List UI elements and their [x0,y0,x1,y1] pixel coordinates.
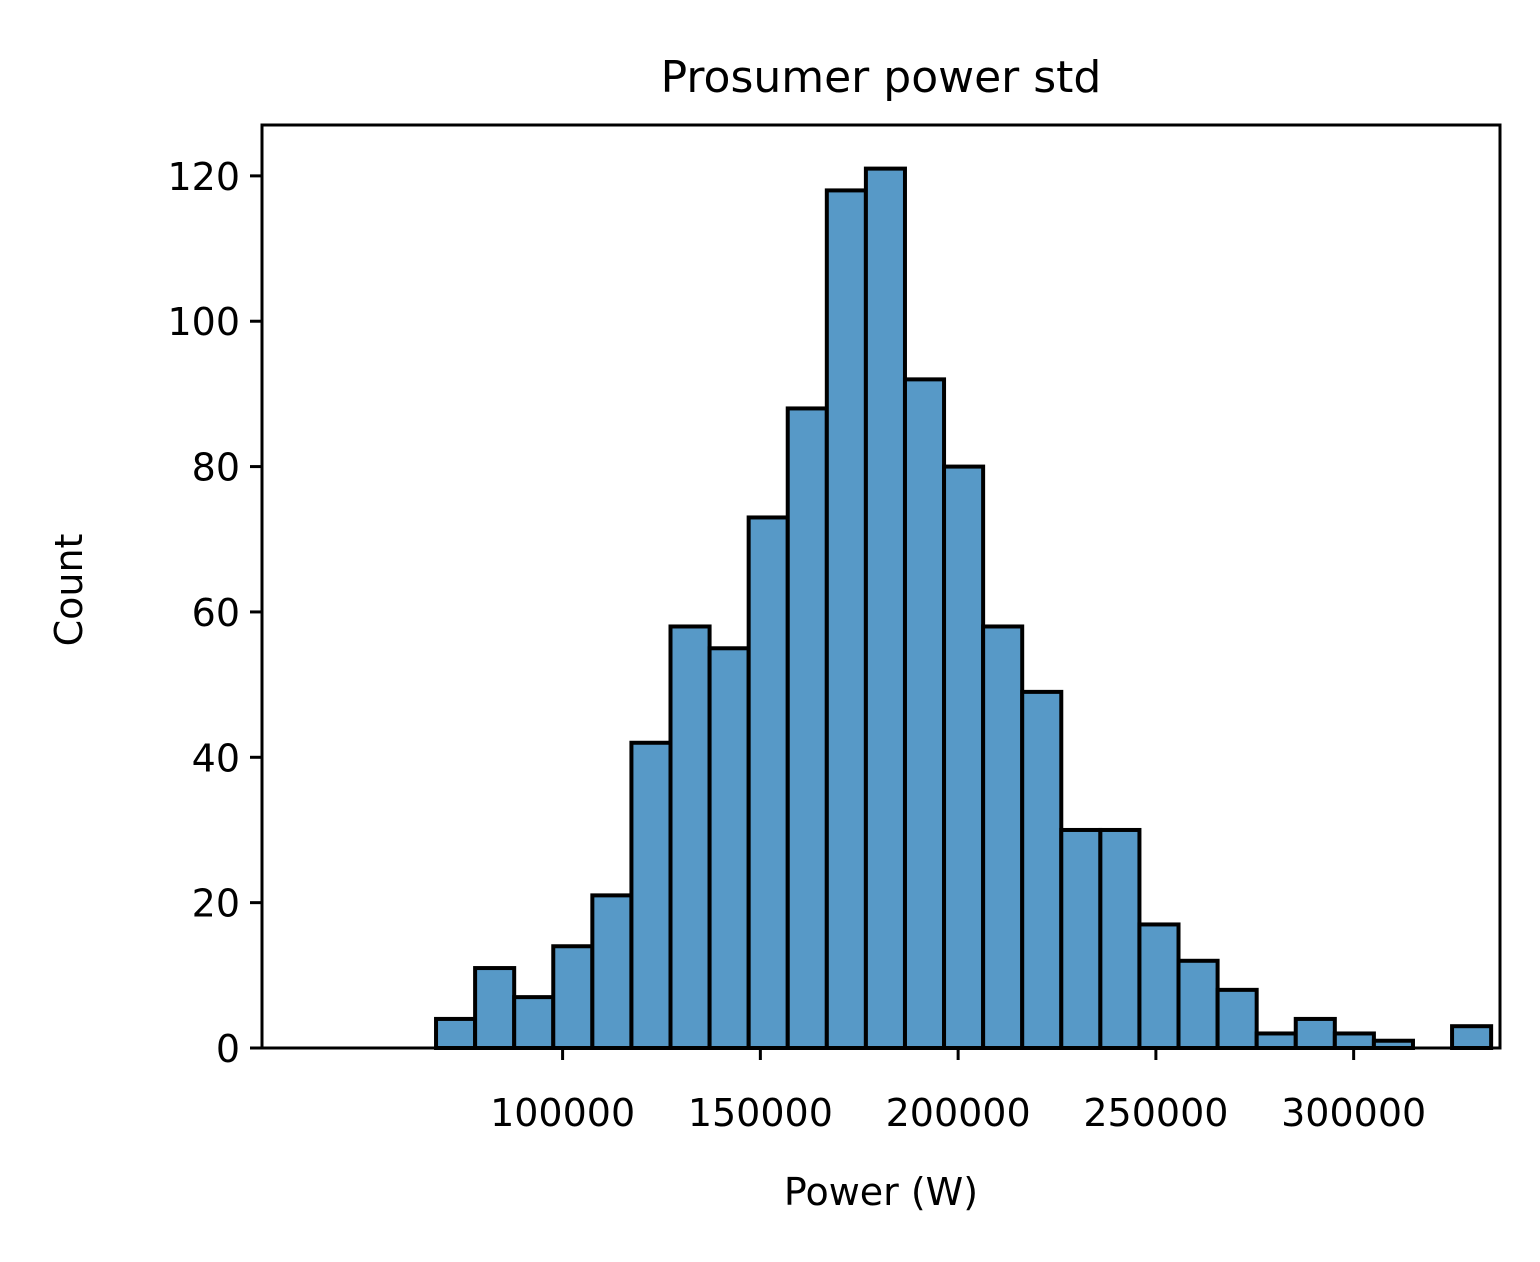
bars-group [434,166,1494,1051]
histogram-bar [1098,827,1142,1050]
histogram-bar [1059,827,1103,1050]
histogram-bar [1137,922,1181,1050]
histogram-bar [629,740,673,1050]
x-tick-label: 150000 [688,1091,833,1135]
y-tick-label: 40 [192,736,240,780]
y-tick-label: 0 [216,1027,240,1071]
axes-frame [260,123,1502,1050]
histogram-bar [1332,1031,1376,1051]
histogram-bar [863,166,907,1050]
y-tick-label: 20 [192,882,240,926]
histogram-bar [590,893,634,1050]
histogram-bar [668,624,712,1050]
histogram-bar [434,1016,478,1051]
x-tick-label: 250000 [1083,1091,1228,1135]
y-axis-label: Count [47,534,91,647]
histogram-bar [1020,689,1064,1050]
histogram-bar [1450,1024,1494,1051]
histogram-bar [707,646,751,1050]
histogram-bar [551,944,595,1050]
histogram-bar [1215,987,1259,1051]
y-tick-label: 60 [192,591,240,635]
histogram-bar [824,188,868,1051]
histogram-bar [1254,1031,1298,1051]
x-tick-label: 200000 [886,1091,1031,1135]
y-tick-label: 100 [167,300,240,344]
histogram-bar [1176,958,1220,1051]
histogram-bar [1293,1016,1337,1051]
histogram-bar [512,995,556,1050]
y-tick-label: 80 [192,446,240,490]
chart-title: Prosumer power std [661,52,1102,103]
histogram-bar [942,464,986,1050]
y-axis-ticks: 0 20 40 60 80 100 120 [167,155,262,1071]
histogram-bar [981,624,1025,1050]
histogram-bar [785,406,829,1051]
x-tick-label: 100000 [490,1091,635,1135]
histogram-bar [746,515,790,1050]
x-tick-label: 300000 [1281,1091,1426,1135]
x-axis-ticks: 100000 150000 200000 250000 300000 [490,1048,1426,1135]
y-tick-label: 120 [167,155,240,199]
histogram-bar [902,377,947,1051]
histogram-bar [473,966,517,1050]
x-axis-label: Power (W) [784,1170,978,1214]
